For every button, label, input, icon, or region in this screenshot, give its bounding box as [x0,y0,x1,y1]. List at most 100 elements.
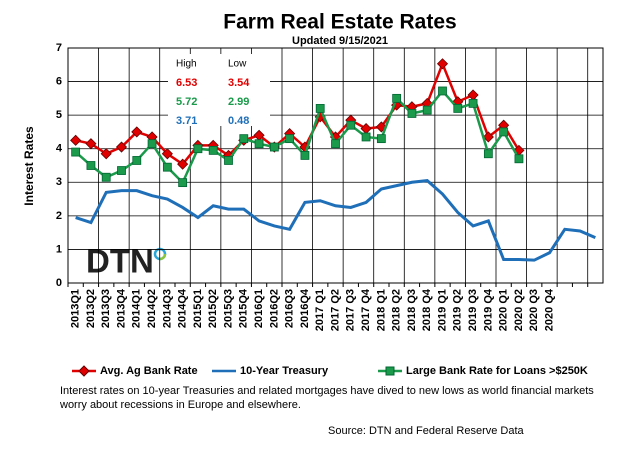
x-tick-label: 2018 Q1 [375,289,387,331]
x-tick-label: 2016Q2 [268,289,280,328]
table-cell: 3.54 [228,77,250,89]
table-cell: 5.72 [176,96,197,108]
marker [392,93,402,103]
table-header: Low [228,59,247,70]
x-tick-label: 2017 Q4 [360,288,372,331]
marker [132,156,142,165]
marker [360,123,372,135]
note: Interest rates on 10-year Treasuries and… [60,385,594,411]
x-tick-label: 2014Q1 [131,289,143,328]
marker [346,120,356,130]
marker [376,134,386,144]
marker [70,134,82,146]
x-tick-label: 2013Q2 [85,289,97,328]
x-tick-label: 2020 Q1 [498,289,510,331]
x-tick-label: 2016Q4 [299,288,311,328]
x-tick-label: 2014Q3 [161,289,173,328]
y-tick-label: 2 [56,210,62,222]
x-tick-label: 2016Q3 [284,289,296,328]
x-tick-label: 2013Q3 [100,289,112,328]
x-tick-label: 2017 Q3 [345,289,357,331]
x-tick-label: 2020 Q3 [528,289,540,331]
source: Source: DTN and Federal Reserve Data [328,425,525,437]
marker [438,86,447,96]
legend-label: Avg. Ag Bank Rate [100,365,198,377]
marker [239,134,249,144]
marker [117,166,126,175]
stats-table-bg [168,54,270,126]
marker [514,154,524,164]
marker [436,58,449,70]
x-tick-label: 2014Q4 [177,288,189,328]
marker [208,145,218,155]
x-tick-label: 2013Q4 [115,288,127,328]
y-tick-label: 6 [56,75,62,87]
marker [193,144,203,154]
legend-marker [385,366,395,376]
marker [315,104,325,113]
marker [361,132,371,142]
x-tick-label: 2013Q1 [70,289,82,328]
marker [407,109,417,118]
legend-label: Large Bank Rate for Loans >$250K [406,365,588,377]
table-cell: 2.99 [228,96,249,108]
legend-label: 10-Year Treasury [240,365,329,377]
marker [285,134,295,144]
x-tick-label: 2018 Q2 [391,289,403,331]
x-tick-label: 2015Q4 [238,288,250,328]
series-line [75,179,596,262]
marker [161,148,173,160]
x-tick-label: 2017 Q1 [314,289,326,331]
y-tick-label: 3 [56,176,62,188]
marker [422,105,432,115]
marker [483,149,493,159]
x-tick-label: 2019 Q4 [482,288,494,331]
x-tick-label: 2018 Q3 [406,289,418,331]
table-cell: 3.71 [176,115,197,127]
x-tick-label: 2019 Q2 [452,289,464,331]
x-tick-label: 2016Q1 [253,289,265,328]
marker [101,172,111,182]
series-line [74,89,521,185]
marker [177,158,189,170]
marker [499,127,509,137]
table-cell: 0.48 [228,115,249,127]
marker [100,148,112,160]
x-tick-label: 2019 Q3 [467,289,479,331]
marker [115,141,128,153]
marker [482,131,494,143]
marker [468,98,478,108]
x-tick-label: 2017 Q2 [329,289,341,331]
y-axis-label: Interest Rates [22,126,36,206]
marker [254,139,264,149]
x-tick-label: 2020 Q2 [513,289,525,331]
y-tick-label: 5 [56,109,62,121]
marker [147,139,157,149]
y-tick-label: 0 [56,277,62,289]
marker [162,162,172,172]
x-tick-label: 2015Q2 [207,289,219,328]
x-tick-label: 2014Q2 [146,289,158,328]
logo: DTN [86,243,154,280]
y-tick-label: 7 [56,42,62,54]
x-tick-label: 2015Q3 [222,289,234,328]
table-header: High [176,59,197,70]
x-tick-label: 2015Q1 [192,289,204,328]
marker [269,142,279,152]
marker [86,161,96,170]
x-tick-label: 2020 Q4 [543,288,555,331]
note-box: Interest rates on 10-year Treasuries and… [60,385,594,411]
marker [331,139,340,149]
x-tick-label: 2018 Q4 [421,288,433,331]
chart-title: Farm Real Estate Rates [223,11,456,34]
table-cell: 6.53 [176,77,197,89]
y-tick-label: 4 [56,143,63,155]
chart-subtitle: Updated 9/15/2021 [292,35,388,47]
marker [85,138,97,150]
marker [300,151,310,160]
marker [71,147,81,157]
marker [224,156,233,165]
marker [467,89,479,101]
x-tick-label: 2019 Q1 [436,289,448,331]
